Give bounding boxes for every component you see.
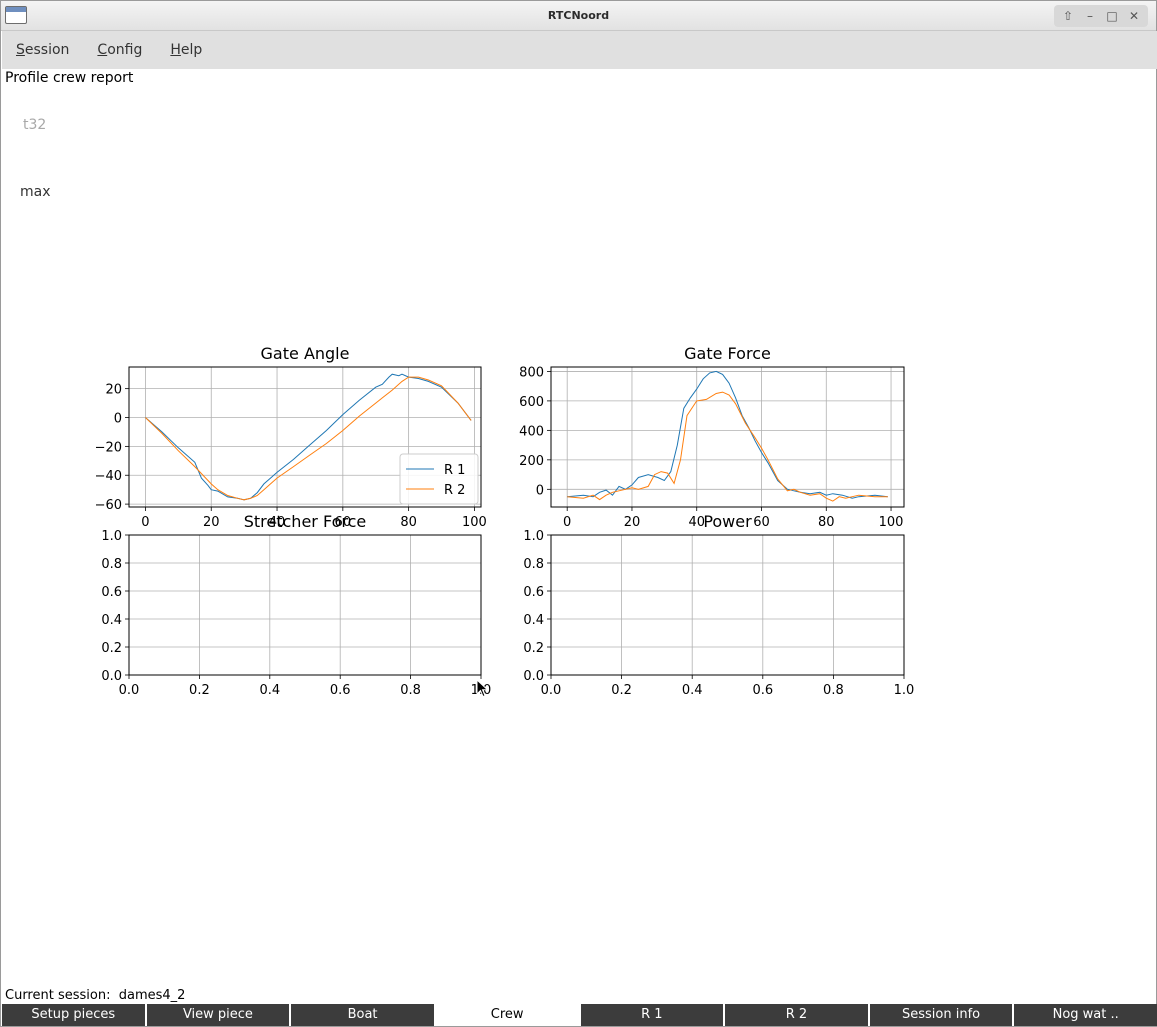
tab-boat[interactable]: Boat bbox=[291, 1004, 434, 1026]
tab-nog-wat[interactable]: Nog wat .. bbox=[1014, 1004, 1157, 1026]
tab-session-info[interactable]: Session info bbox=[869, 1004, 1013, 1026]
stretcher-force-y-tick-label: 0.8 bbox=[101, 557, 122, 572]
stretcher-force-title: Stretcher Force bbox=[244, 512, 367, 531]
gate-angle-legend-label-r-2: R 2 bbox=[444, 483, 465, 498]
gate-force-x-tick-label: 20 bbox=[624, 515, 641, 530]
minimize-icon[interactable]: – bbox=[1087, 9, 1093, 23]
power-y-tick-label: 0.4 bbox=[523, 613, 544, 628]
menu-help[interactable]: Help bbox=[170, 42, 203, 58]
power-x-tick-label: 1.0 bbox=[894, 683, 915, 698]
stretcher-force-y-tick-label: 0.0 bbox=[101, 669, 122, 684]
power-x-tick-label: 0.8 bbox=[823, 683, 844, 698]
power-axes-frame bbox=[550, 534, 905, 676]
window-menu-icon[interactable] bbox=[5, 6, 27, 24]
gate-angle-legend-label-r-1: R 1 bbox=[444, 463, 465, 478]
mouse-cursor-icon bbox=[476, 679, 489, 698]
power-y-tick-label: 1.0 bbox=[523, 529, 544, 544]
window-controls: ⇧ – □ ✕ bbox=[1054, 5, 1148, 27]
gate-angle-x-tick-label: 80 bbox=[400, 515, 417, 530]
charts-area: 0 20 40 60 80 100 −60 −40 −20 0 20 Gate Angle R 1 R 2… bbox=[1, 331, 1001, 711]
max-label: max bbox=[20, 184, 51, 200]
stretcher-force-x-tick-label: 0.0 bbox=[119, 683, 140, 698]
gate-angle-y-tick-label: −40 bbox=[95, 469, 122, 484]
power-x-tick-label: 0.2 bbox=[611, 683, 632, 698]
gate-force-plot-area bbox=[551, 367, 904, 507]
gate-angle-series-r-1 bbox=[145, 373, 472, 501]
gate-force-x-tick-label: 80 bbox=[818, 515, 835, 530]
power-plot-area bbox=[551, 535, 904, 675]
menu-config[interactable]: Config bbox=[97, 42, 143, 58]
gate-angle-y-tick-label: −60 bbox=[95, 498, 122, 513]
stretcher-force-x-tick-label: 0.2 bbox=[189, 683, 210, 698]
stretcher-force-y-tick-label: 0.4 bbox=[101, 613, 122, 628]
bottom-tab-bar: Setup pieces View piece Boat Crew R 1 R … bbox=[2, 1004, 1157, 1026]
gate-angle-legend bbox=[399, 453, 479, 505]
gate-force-x-tick-label: 100 bbox=[879, 515, 904, 530]
gate-angle-y-tick-label: 0 bbox=[114, 412, 122, 427]
tab-r1[interactable]: R 1 bbox=[580, 1004, 724, 1026]
power-x-tick-label: 0.4 bbox=[682, 683, 703, 698]
gate-force-series-r-1 bbox=[567, 370, 888, 499]
power-x-tick-label: 0.6 bbox=[752, 683, 773, 698]
gate-angle-y-tick-label: 20 bbox=[105, 383, 122, 398]
tab-crew[interactable]: Crew bbox=[435, 1004, 579, 1026]
stretcher-force-x-tick-label: 0.8 bbox=[400, 683, 421, 698]
stretcher-force-y-tick-label: 0.6 bbox=[101, 585, 122, 600]
gate-force-axes-frame bbox=[550, 366, 905, 508]
gate-force-x-tick-label: 0 bbox=[563, 515, 571, 530]
stretcher-force-plot-area bbox=[129, 535, 481, 675]
gate-angle-axes-frame bbox=[128, 366, 482, 508]
stretcher-force-axes-frame bbox=[128, 534, 482, 676]
gate-force-y-tick-label: 0 bbox=[536, 483, 544, 498]
stretcher-force-y-tick-label: 1.0 bbox=[101, 529, 122, 544]
gate-angle-x-tick-label: 60 bbox=[335, 515, 352, 530]
gate-angle-y-tick-label: −20 bbox=[95, 440, 122, 455]
gate-angle-x-tick-label: 40 bbox=[269, 515, 286, 530]
tab-setup-pieces[interactable]: Setup pieces bbox=[2, 1004, 145, 1026]
gate-force-y-tick-label: 400 bbox=[519, 424, 544, 439]
gate-force-y-tick-label: 200 bbox=[519, 454, 544, 469]
menu-session[interactable]: Session bbox=[16, 42, 70, 58]
current-session-status: Current session: dames4_2 bbox=[5, 988, 185, 1003]
gate-force-series-r-2 bbox=[567, 391, 888, 502]
t32-label: t32 bbox=[23, 117, 47, 133]
session-prefix: Current session: bbox=[5, 988, 111, 1003]
shade-up-icon[interactable]: ⇧ bbox=[1062, 9, 1074, 23]
gate-force-x-tick-label: 40 bbox=[688, 515, 705, 530]
gate-angle-title: Gate Angle bbox=[261, 344, 350, 363]
window-title: RTCNoord bbox=[547, 9, 610, 22]
stretcher-force-y-tick-label: 0.2 bbox=[101, 641, 122, 656]
power-y-tick-label: 0.6 bbox=[523, 585, 544, 600]
gate-force-x-tick-label: 60 bbox=[753, 515, 770, 530]
power-y-tick-label: 0.2 bbox=[523, 641, 544, 656]
title-bar[interactable]: RTCNoord ⇧ – □ ✕ bbox=[1, 1, 1156, 31]
power-title: Power bbox=[703, 512, 752, 531]
report-title: Profile crew report bbox=[5, 70, 134, 86]
gate-angle-series-r-2 bbox=[145, 376, 472, 501]
stretcher-force-x-tick-label: 0.4 bbox=[259, 683, 280, 698]
session-name: dames4_2 bbox=[118, 988, 186, 1003]
tab-view-piece[interactable]: View piece bbox=[146, 1004, 290, 1026]
gate-force-y-tick-label: 600 bbox=[519, 395, 544, 410]
close-icon[interactable]: ✕ bbox=[1128, 9, 1140, 23]
gate-angle-x-tick-label: 20 bbox=[203, 515, 220, 530]
power-y-tick-label: 0.0 bbox=[523, 669, 544, 684]
power-y-tick-label: 0.8 bbox=[523, 557, 544, 572]
maximize-icon[interactable]: □ bbox=[1106, 9, 1118, 23]
charts-canvas: 0 20 40 60 80 100 −60 −40 −20 0 20 Gate Angle R 1 R 2… bbox=[95, 344, 915, 698]
menu-bar: Session Config Help bbox=[2, 31, 1157, 69]
gate-force-y-tick-label: 800 bbox=[519, 365, 544, 380]
gate-angle-x-tick-label: 0 bbox=[141, 515, 149, 530]
tab-r2[interactable]: R 2 bbox=[725, 1004, 868, 1026]
power-x-tick-label: 0.0 bbox=[541, 683, 562, 698]
gate-force-title: Gate Force bbox=[684, 344, 771, 363]
gate-angle-x-tick-label: 100 bbox=[462, 515, 487, 530]
stretcher-force-x-tick-label: 0.6 bbox=[330, 683, 351, 698]
